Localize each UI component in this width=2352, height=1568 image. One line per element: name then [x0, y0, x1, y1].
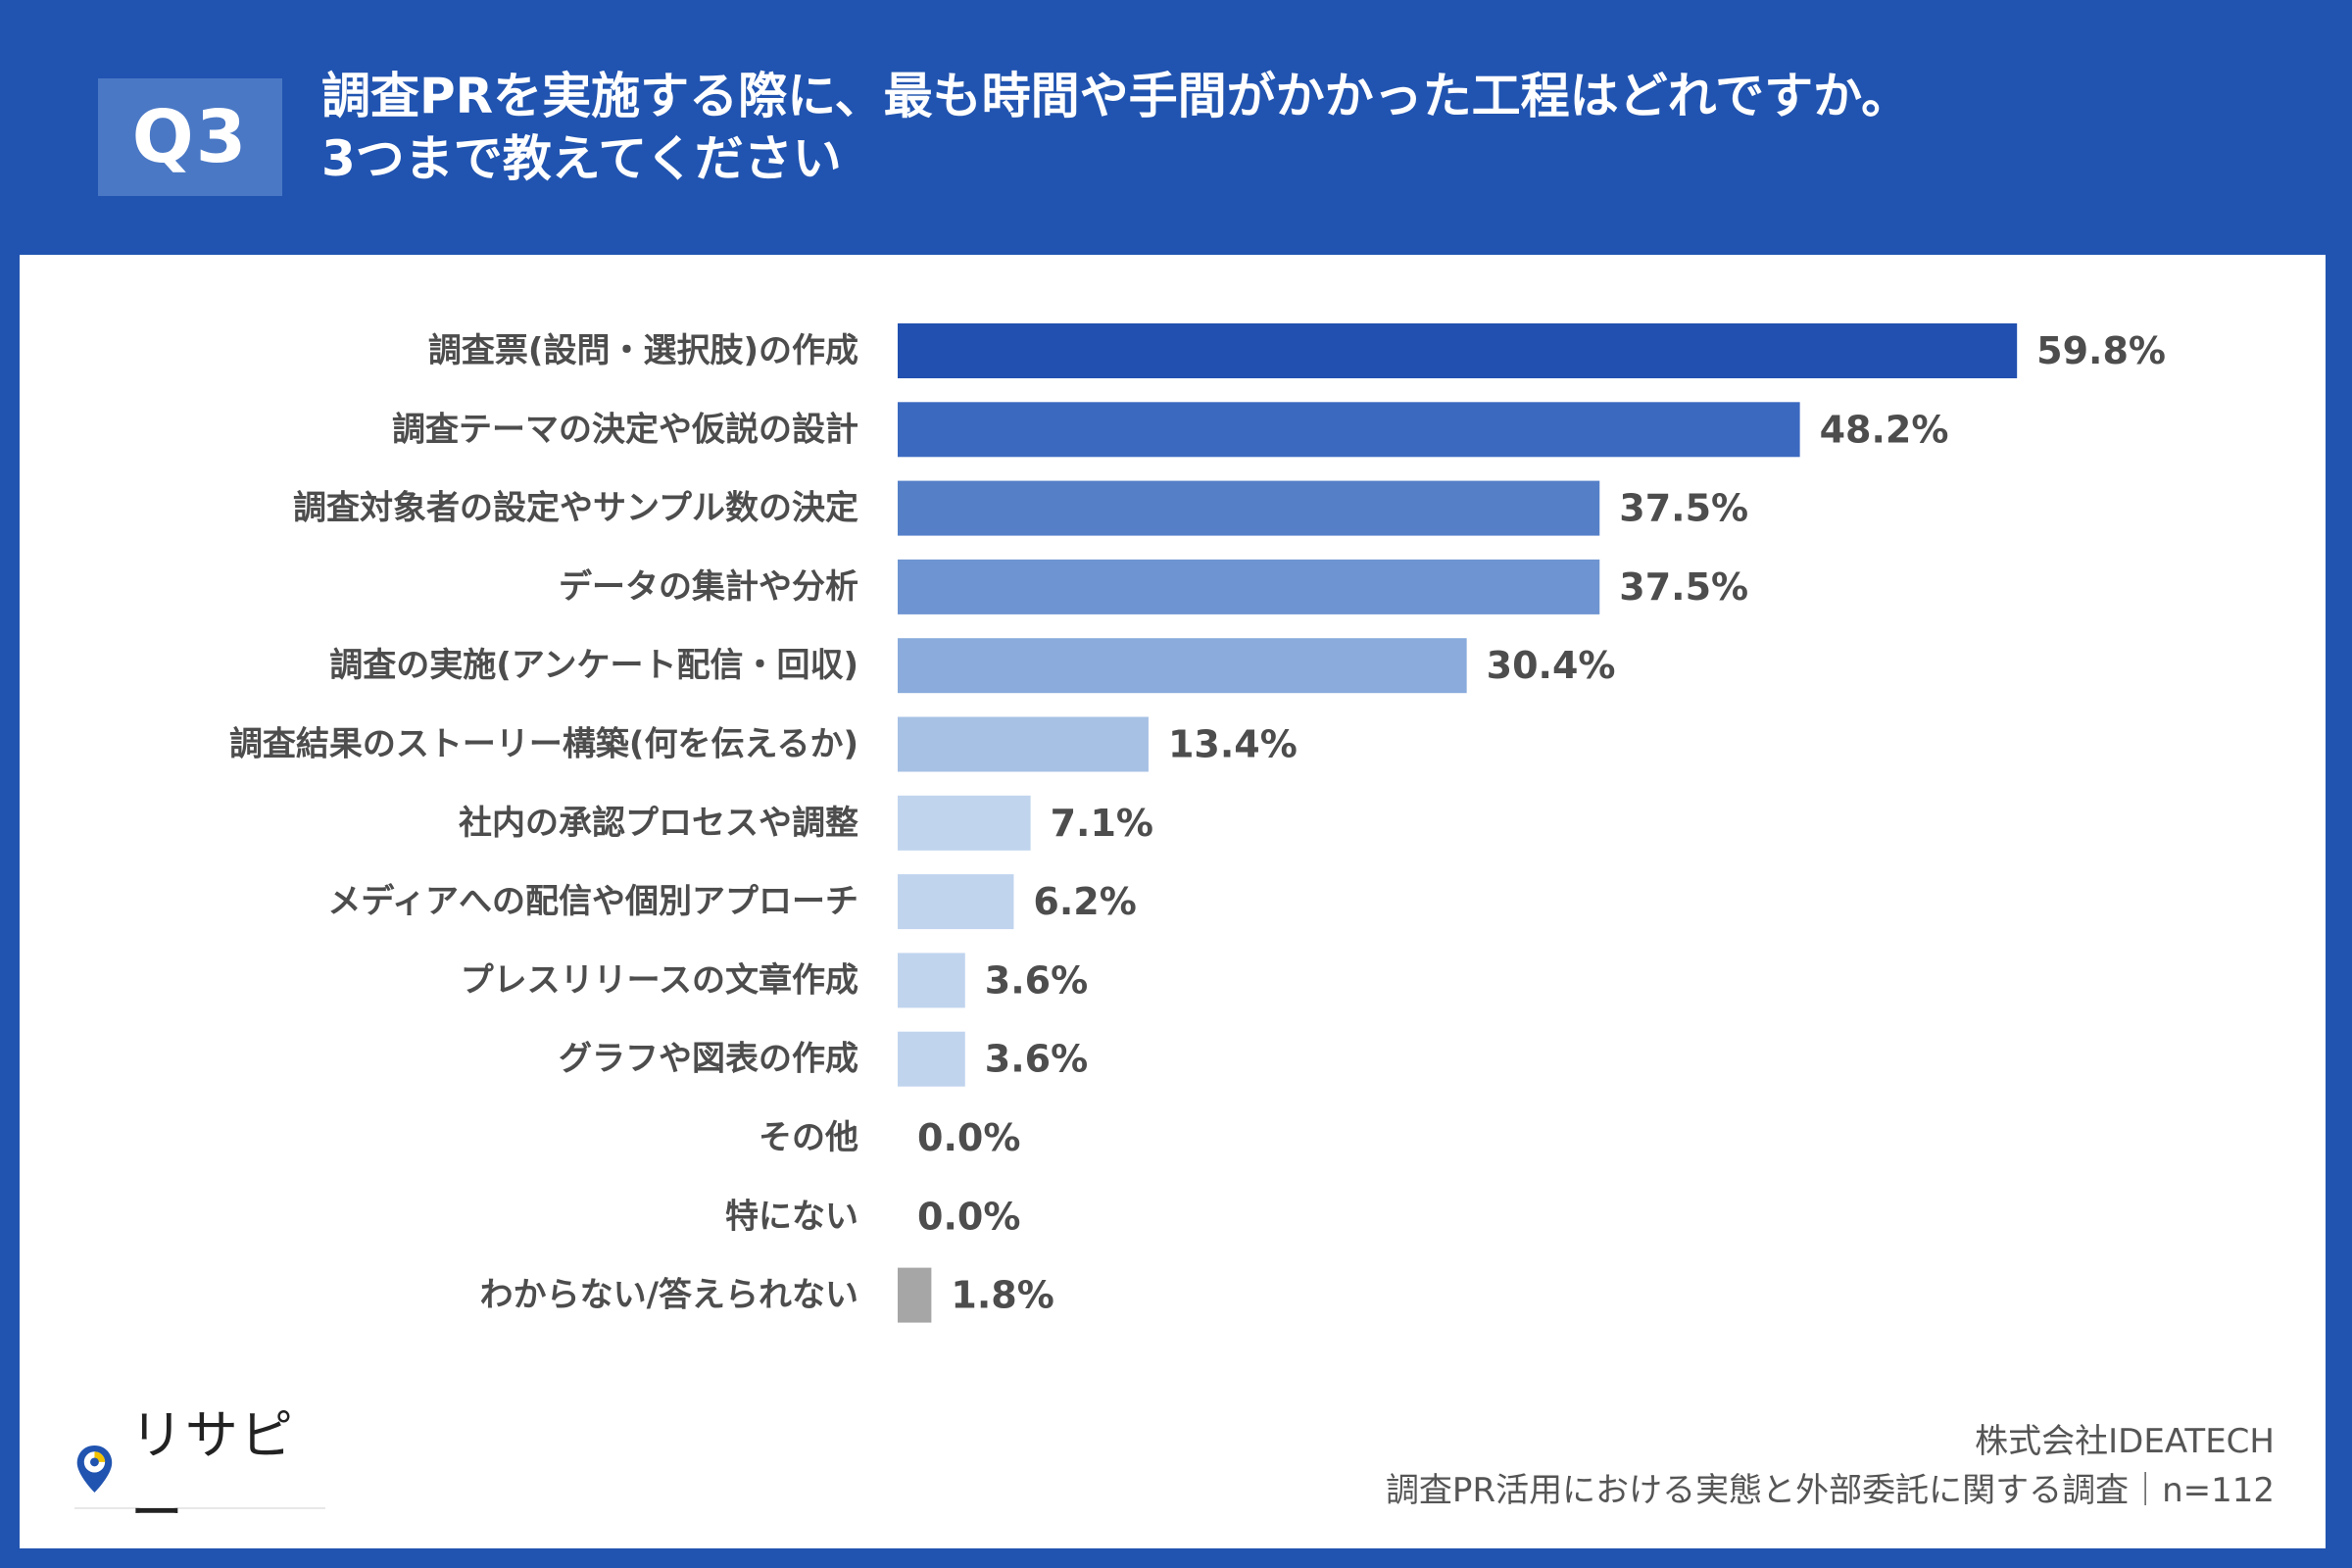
bar [898, 559, 1600, 614]
value-label: 0.0% [917, 1116, 1020, 1159]
category-label: 特にない [725, 1197, 858, 1236]
question-badge: Q3 [98, 78, 282, 196]
category-label: 調査対象者の設定やサンプル数の決定 [293, 489, 858, 528]
category-label: 調査票(設問・選択肢)の作成 [428, 331, 858, 370]
bar [898, 480, 1600, 536]
bar [898, 716, 1149, 772]
chart-panel: 調査票(設問・選択肢)の作成 59.8% 調査テーマの決定や仮説の設計 48.2% 調査… [20, 255, 2326, 1548]
category-label: わからない/答えられない [480, 1276, 858, 1315]
value-label: 0.0% [917, 1195, 1020, 1238]
bar [898, 638, 1467, 694]
bar [898, 953, 965, 1008]
category-label: 調査の実施(アンケート配信・回収) [329, 646, 858, 685]
bar [898, 1031, 965, 1087]
footer-survey: 調査PR活用における実態と外部委託に関する調査｜n=112 [1385, 1471, 2275, 1510]
value-label: 30.4% [1487, 644, 1616, 687]
category-label: 社内の承認プロセスや調整 [459, 804, 858, 843]
bar [898, 402, 1800, 458]
location-pin-icon [76, 1445, 113, 1494]
logo-text: リサピー [129, 1404, 295, 1544]
value-label: 6.2% [1033, 880, 1136, 923]
category-label: データの集計や分析 [559, 567, 858, 607]
question-title: 調査PRを実施する際に、最も時間や手間がかかった工程はどれですか。 3つまで教え… [321, 65, 2262, 190]
bar [898, 874, 1014, 930]
value-label: 37.5% [1619, 565, 1748, 609]
footer-company: 株式会社IDEATECH [1975, 1422, 2275, 1461]
category-label: 調査テーマの決定や仮説の設計 [392, 410, 858, 449]
question-title-line-2: 3つまで教えてください [321, 130, 842, 187]
risapi-logo: リサピー [74, 1404, 325, 1544]
bar [898, 795, 1031, 851]
value-label: 7.1% [1051, 802, 1153, 845]
value-label: 1.8% [951, 1274, 1054, 1317]
value-label: 59.8% [2036, 329, 2166, 372]
category-label: グラフや図表の作成 [559, 1040, 858, 1079]
bar-chart: 調査票(設問・選択肢)の作成 59.8% 調査テーマの決定や仮説の設計 48.2% 調査… [229, 323, 2166, 1323]
footer-credit: 株式会社IDEATECH 調査PR活用における実態と外部委託に関する調査｜n=1… [1386, 1417, 2275, 1515]
value-label: 3.6% [985, 1038, 1088, 1081]
category-label: プレスリリースの文章作成 [461, 960, 858, 1000]
value-label: 37.5% [1619, 487, 1748, 530]
category-label: その他 [759, 1118, 858, 1157]
question-title-line-1: 調査PRを実施する際に、最も時間や手間がかかった工程はどれですか。 [321, 68, 1911, 124]
bar [898, 323, 2018, 378]
value-label: 13.4% [1168, 723, 1298, 766]
value-label: 48.2% [1820, 408, 1949, 451]
category-label: 調査結果のストーリー構築(何を伝えるか) [229, 725, 858, 764]
category-label: メディアへの配信や個別アプローチ [327, 882, 858, 921]
value-label: 3.6% [985, 958, 1088, 1002]
bar [898, 1267, 932, 1323]
